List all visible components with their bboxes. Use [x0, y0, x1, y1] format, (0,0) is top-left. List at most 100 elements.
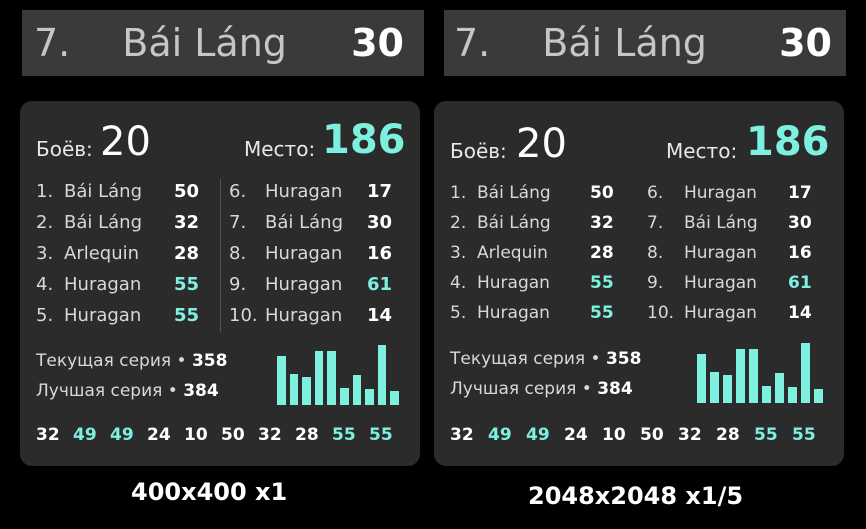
list-rank: 2. — [450, 213, 467, 233]
recent-score: 50 — [221, 425, 245, 445]
recent-scores: 32 49 49 24 10 50 32 28 55 55 — [450, 425, 830, 449]
list-player: Huragan — [265, 181, 343, 202]
results-bar-chart — [277, 345, 403, 405]
recent-score: 32 — [678, 425, 702, 445]
list-item: 1. Bái Láng 50 — [450, 183, 630, 213]
chart-bar — [277, 356, 286, 405]
place-value: 186 — [322, 117, 406, 163]
leaderboard-banner: 7. Bái Láng 30 — [22, 10, 424, 76]
chart-bar — [340, 388, 349, 405]
list-player: Arlequin — [64, 243, 140, 264]
list-player: Bái Láng — [64, 181, 142, 202]
current-streak-label: Текущая серия — [36, 351, 172, 371]
list-player: Huragan — [265, 243, 343, 264]
list-value: 30 — [788, 213, 812, 233]
chart-bar — [801, 343, 810, 403]
list-rank: 5. — [36, 305, 54, 326]
list-player: Huragan — [265, 274, 343, 295]
best-streak-label: Лучшая серия — [450, 379, 577, 399]
recent-score: 55 — [792, 425, 816, 445]
list-value: 16 — [788, 243, 812, 263]
list-item: 2. Bái Láng 32 — [36, 212, 216, 243]
list-divider — [220, 179, 221, 332]
recent-score: 24 — [147, 425, 171, 445]
recent-score: 24 — [564, 425, 588, 445]
recent-score: 55 — [332, 425, 356, 445]
list-rank: 8. — [647, 243, 664, 263]
recent-score: 32 — [450, 425, 474, 445]
list-player: Bái Láng — [64, 212, 142, 233]
recent-score: 49 — [526, 425, 550, 445]
chart-bar — [314, 351, 324, 405]
list-item: 1. Bái Láng 50 — [36, 181, 216, 212]
list-player: Bái Láng — [684, 213, 758, 233]
recent-score: 32 — [258, 425, 282, 445]
recent-score: 55 — [754, 425, 778, 445]
recent-score: 49 — [110, 425, 134, 445]
list-player: Huragan — [684, 303, 757, 323]
stats-card: Боёв: 20 Место: 186 1. Bái Láng 50 2. Bái L… — [20, 101, 420, 466]
list-item: 9. Huragan 61 — [647, 273, 827, 303]
battles-label: Боёв: — [450, 139, 507, 163]
list-rank: 9. — [229, 274, 247, 295]
chart-bar — [327, 351, 336, 405]
chart-bar — [710, 372, 719, 403]
list-value: 55 — [590, 273, 614, 293]
current-streak-value: 358 — [605, 349, 642, 369]
list-value: 14 — [788, 303, 812, 323]
list-value: 55 — [590, 303, 614, 323]
list-item: 6. Huragan 17 — [647, 183, 827, 213]
banner-player-name: Bái Láng — [542, 21, 707, 65]
place-label: Место: — [244, 137, 316, 161]
list-value: 61 — [788, 273, 812, 293]
list-value: 16 — [367, 243, 393, 264]
battles-value: 20 — [516, 121, 567, 167]
list-rank: 10. — [647, 303, 675, 323]
list-value: 28 — [590, 243, 614, 263]
list-player: Huragan — [477, 273, 550, 293]
list-player: Bái Láng — [477, 213, 551, 233]
list-rank: 3. — [450, 243, 467, 263]
current-streak-value: 358 — [191, 351, 228, 371]
recent-score: 28 — [295, 425, 319, 445]
chart-bar — [788, 387, 797, 403]
best-streak-value: 384 — [183, 381, 219, 401]
list-rank: 1. — [450, 183, 467, 203]
list-value: 17 — [367, 181, 393, 202]
list-rank: 6. — [647, 183, 664, 203]
list-player: Huragan — [684, 243, 757, 263]
chart-bar — [723, 375, 732, 403]
results-list-right: 6. Huragan 17 7. Bái Láng 30 8. Huragan 16 9. H… — [647, 183, 827, 333]
list-rank: 7. — [647, 213, 664, 233]
results-bar-chart — [697, 343, 827, 403]
list-player: Huragan — [265, 305, 343, 326]
results-list-right: 6. Huragan 17 7. Bái Láng 30 8. Huragan 16 9. H… — [229, 181, 409, 336]
list-rank: 7. — [229, 212, 247, 233]
list-value: 55 — [174, 274, 200, 295]
list-value: 55 — [174, 305, 200, 326]
list-value: 17 — [788, 183, 812, 203]
list-rank: 4. — [36, 274, 54, 295]
list-item: 7. Bái Láng 30 — [229, 212, 409, 243]
chart-bar — [365, 389, 374, 405]
chart-bar — [302, 377, 311, 405]
chart-bar — [814, 389, 823, 403]
list-rank: 9. — [647, 273, 664, 293]
recent-score: 49 — [73, 425, 97, 445]
chart-bar — [377, 345, 387, 405]
banner-rank: 7. — [34, 21, 71, 65]
list-item: 4. Huragan 55 — [36, 274, 216, 305]
list-rank: 5. — [450, 303, 467, 323]
list-value: 28 — [174, 243, 200, 264]
recent-score: 49 — [488, 425, 512, 445]
list-item: 9. Huragan 61 — [229, 274, 409, 305]
list-item: 3. Arlequin 28 — [450, 243, 630, 273]
chart-bar — [352, 375, 362, 405]
battles-label: Боёв: — [36, 137, 93, 161]
chart-bar — [289, 374, 299, 405]
banner-score: 30 — [779, 21, 832, 65]
list-player: Arlequin — [477, 243, 548, 263]
list-item: 6. Huragan 17 — [229, 181, 409, 212]
recent-score: 28 — [716, 425, 740, 445]
list-value: 14 — [367, 305, 393, 326]
